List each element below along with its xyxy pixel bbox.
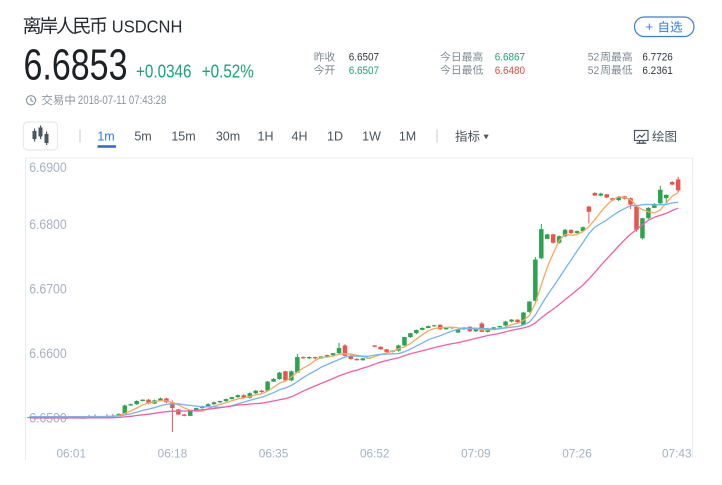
svg-text:07:09: 07:09 xyxy=(461,447,491,461)
svg-text:6.6900: 6.6900 xyxy=(29,160,66,175)
svg-text:52: 52 xyxy=(588,52,600,64)
svg-text:6.6507: 6.6507 xyxy=(349,52,379,64)
svg-text:2018-07-11 07:43:28: 2018-07-11 07:43:28 xyxy=(78,95,166,107)
svg-text:1M: 1M xyxy=(399,130,416,144)
svg-text:6.7726: 6.7726 xyxy=(642,52,672,64)
svg-text:6.6480: 6.6480 xyxy=(495,65,525,77)
svg-text:5m: 5m xyxy=(134,130,151,144)
svg-text:06:01: 06:01 xyxy=(57,447,87,461)
svg-text:6.2361: 6.2361 xyxy=(642,65,672,77)
svg-text:6.6600: 6.6600 xyxy=(29,346,66,361)
svg-text:+0.52%: +0.52% xyxy=(202,62,254,82)
svg-text:15m: 15m xyxy=(171,130,195,144)
svg-text:30m: 30m xyxy=(216,130,240,144)
svg-text:07:43: 07:43 xyxy=(662,447,692,461)
svg-text:6.6800: 6.6800 xyxy=(29,217,66,232)
svg-text:1m: 1m xyxy=(97,130,114,144)
svg-text:+0.0346: +0.0346 xyxy=(136,62,192,82)
svg-text:6.6853: 6.6853 xyxy=(24,40,128,89)
svg-text:1D: 1D xyxy=(327,130,343,144)
svg-text:06:18: 06:18 xyxy=(158,447,188,461)
svg-text:06:35: 06:35 xyxy=(259,447,289,461)
svg-text:1H: 1H xyxy=(258,130,274,144)
svg-text:1W: 1W xyxy=(362,130,381,144)
svg-text:6.6507: 6.6507 xyxy=(349,65,379,77)
svg-text:06:52: 06:52 xyxy=(360,447,390,461)
svg-text:07:26: 07:26 xyxy=(562,447,592,461)
svg-text:+: + xyxy=(646,19,654,34)
svg-text:4H: 4H xyxy=(292,130,308,144)
svg-text:6.6867: 6.6867 xyxy=(495,52,525,64)
svg-text:52: 52 xyxy=(588,65,600,77)
svg-text:USDCNH: USDCNH xyxy=(112,17,183,37)
svg-text:6.6700: 6.6700 xyxy=(29,282,66,297)
